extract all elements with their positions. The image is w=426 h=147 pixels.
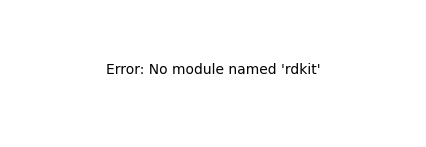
Text: Error: No module named 'rdkit': Error: No module named 'rdkit' xyxy=(106,62,320,76)
